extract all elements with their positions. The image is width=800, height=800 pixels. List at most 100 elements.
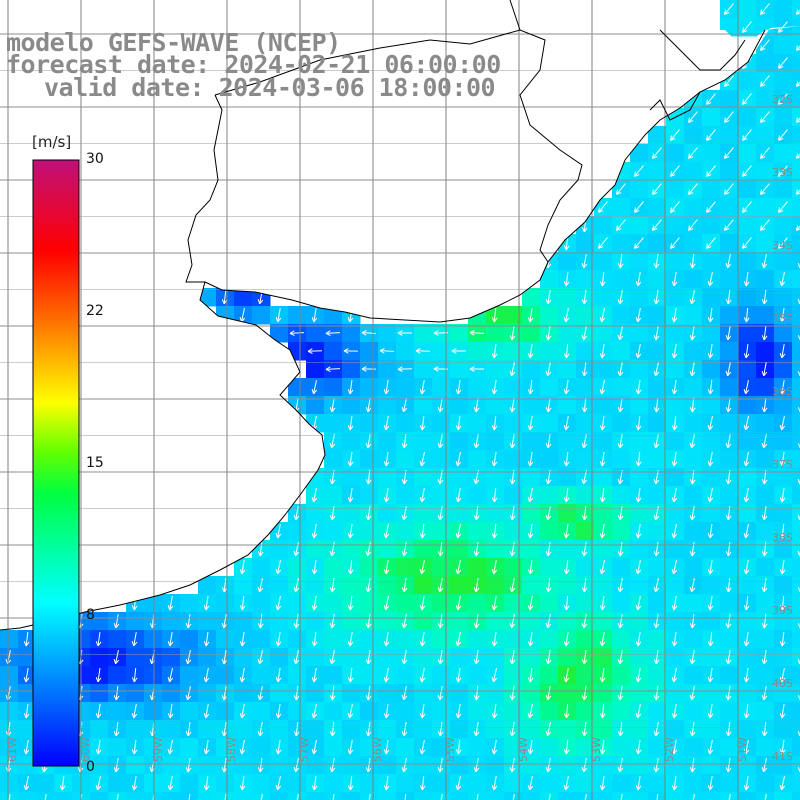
wind-arrow — [95, 776, 102, 791]
field-cell — [486, 792, 505, 800]
wind-arrow — [545, 362, 552, 377]
wind-arrow — [383, 739, 390, 755]
field-cell — [378, 720, 397, 739]
wind-arrow — [415, 348, 431, 354]
wind-arrow — [419, 632, 426, 647]
field-cell — [486, 540, 505, 559]
wind-arrow — [778, 237, 788, 249]
wind-arrow — [652, 183, 662, 195]
field-cell — [468, 792, 487, 800]
field-cell — [540, 306, 559, 325]
field-cell — [666, 216, 685, 235]
wind-arrow — [473, 542, 480, 557]
wind-arrow — [653, 541, 660, 557]
field-cell — [18, 792, 37, 800]
field-cell — [558, 684, 577, 703]
field-cell — [774, 0, 793, 19]
field-cell — [594, 432, 613, 451]
field-cell — [414, 540, 433, 559]
wind-arrow — [635, 740, 642, 755]
wind-arrow — [706, 237, 716, 249]
field-cell — [720, 306, 739, 325]
field-cell — [108, 792, 127, 800]
wind-arrow — [437, 758, 444, 773]
field-cell — [342, 468, 361, 487]
field-cell — [738, 684, 757, 703]
field-cell — [522, 720, 541, 739]
wind-arrow — [455, 415, 462, 431]
field-cell — [648, 522, 667, 541]
field-cell — [774, 684, 793, 703]
field-cell — [738, 576, 757, 595]
field-cell — [612, 522, 631, 541]
wind-arrow — [473, 578, 480, 593]
wind-arrow — [260, 794, 263, 800]
wind-arrow — [44, 794, 47, 800]
field-cell — [666, 648, 685, 667]
field-cell — [702, 540, 721, 559]
field-cell — [522, 324, 541, 343]
field-cell — [126, 792, 145, 800]
field-cell — [180, 666, 199, 685]
field-cell — [666, 324, 685, 343]
field-cell — [612, 486, 631, 505]
field-cell — [162, 792, 181, 800]
field-cell — [486, 756, 505, 775]
wind-arrow — [778, 21, 788, 33]
field-cell — [360, 594, 379, 613]
wind-arrow — [779, 595, 786, 611]
field-cell — [450, 612, 469, 631]
field-cell — [432, 630, 451, 649]
wind-arrow — [653, 362, 660, 377]
wind-arrow — [779, 739, 786, 755]
wind-arrow — [347, 667, 354, 683]
wind-arrow — [203, 668, 210, 683]
field-cell — [504, 666, 523, 685]
wind-arrow — [725, 289, 732, 305]
field-cell — [594, 360, 613, 379]
field-cell — [612, 558, 631, 577]
field-cell — [306, 360, 325, 379]
wind-arrow — [707, 740, 714, 755]
wind-arrow — [419, 775, 426, 791]
field-cell — [0, 666, 19, 685]
field-cell — [360, 792, 379, 800]
wind-arrow — [397, 366, 413, 372]
border-line — [185, 94, 223, 283]
wind-arrow — [437, 686, 444, 701]
field-cell — [450, 468, 469, 487]
field-cell — [522, 504, 541, 523]
wind-arrow — [185, 614, 192, 629]
field-cell — [468, 558, 487, 577]
wind-arrow — [455, 452, 462, 467]
wind-arrow — [796, 153, 800, 159]
field-cell — [342, 756, 361, 775]
wind-arrow — [724, 111, 734, 123]
wind-arrow — [617, 290, 624, 305]
field-cell — [666, 756, 685, 775]
field-cell — [774, 396, 793, 415]
wind-arrow — [401, 614, 408, 629]
field-cell — [396, 702, 415, 721]
field-cell — [720, 90, 739, 109]
wind-arrow — [689, 722, 696, 737]
wind-arrow — [778, 201, 788, 213]
wind-arrow — [383, 524, 390, 539]
field-cell — [612, 234, 631, 253]
field-cell — [666, 180, 685, 199]
wind-arrow — [689, 578, 696, 593]
latitude-label: 34S — [772, 239, 793, 252]
wind-arrow — [419, 668, 426, 683]
field-cell — [378, 396, 397, 415]
wind-arrow — [797, 478, 800, 485]
wind-arrow — [617, 758, 624, 773]
wind-arrow — [599, 380, 606, 395]
wind-arrow — [743, 560, 750, 575]
field-cell — [486, 684, 505, 703]
field-cell — [288, 522, 307, 541]
wind-arrow — [437, 613, 444, 629]
field-cell — [324, 702, 343, 721]
wind-arrow — [365, 685, 372, 701]
field-cell — [630, 432, 649, 451]
wind-arrow — [473, 722, 480, 737]
